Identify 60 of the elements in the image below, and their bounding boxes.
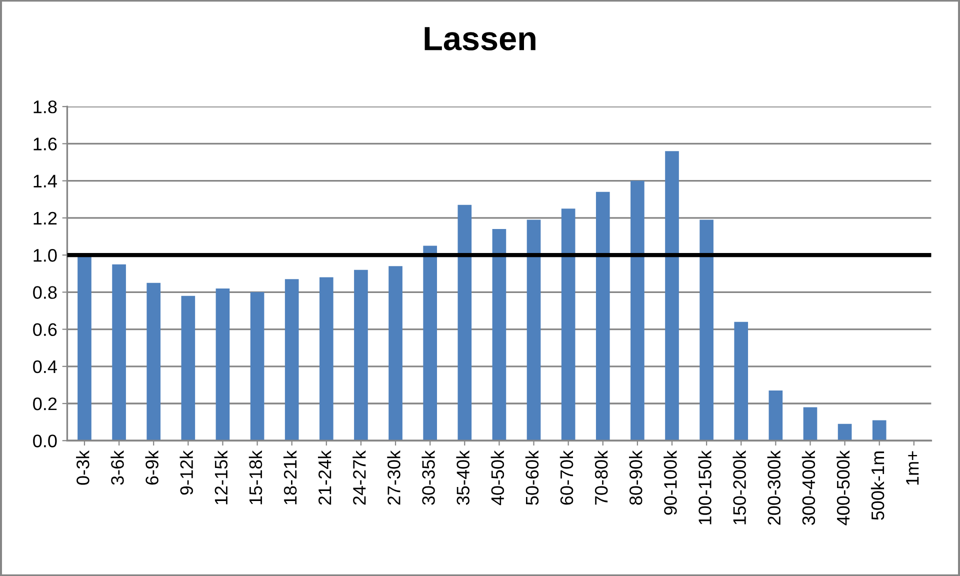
x-tick-label: 40-50k <box>490 450 504 506</box>
bar <box>423 246 437 441</box>
x-tick-label: 50-60k <box>525 450 539 505</box>
x-tick-label: 500k-1m <box>870 452 884 520</box>
x-tick-label: 90-100k <box>664 450 677 515</box>
bar <box>388 266 402 441</box>
bar <box>216 288 230 441</box>
bar <box>768 390 783 441</box>
x-tick-label: 27-30k <box>387 450 400 505</box>
x-tick-label: 12-15k <box>214 450 228 504</box>
bar <box>250 292 264 441</box>
x-tick-label: 400-500k <box>836 450 850 526</box>
bar <box>492 229 506 441</box>
bar <box>630 180 644 441</box>
y-tick-label: 0.6 <box>33 323 57 336</box>
bar <box>526 220 541 441</box>
bar <box>112 264 126 441</box>
bar <box>700 220 714 441</box>
x-tick-label: 0-3k <box>76 450 90 485</box>
x-tick-label: 9-12k <box>180 450 194 495</box>
chart-title: Lassen <box>424 27 536 50</box>
x-tick-label: 60-70k <box>560 450 574 505</box>
y-tick-label: 0.2 <box>33 397 57 410</box>
x-tick-label: 24-27k <box>352 450 366 505</box>
bar <box>561 208 576 441</box>
y-tick-label: 0.4 <box>33 360 57 374</box>
bar <box>596 192 610 441</box>
x-tick-label: 80-90k <box>629 450 642 505</box>
bar <box>458 204 472 441</box>
bar <box>146 282 161 441</box>
bar <box>319 277 334 441</box>
x-tick-label: 200-300k <box>767 450 781 525</box>
bar <box>665 151 679 441</box>
y-tick-label: 1.2 <box>34 212 57 224</box>
x-tick-label: 100-150k <box>698 450 712 524</box>
bar <box>803 407 818 441</box>
y-tick-label: 1.6 <box>34 138 57 150</box>
bar <box>78 256 92 441</box>
x-tick-label: 18-21k <box>283 450 297 504</box>
y-tick-label: 1.4 <box>34 174 57 188</box>
x-tick-label: 300-400k <box>802 450 816 525</box>
x-tick-label: 150-200k <box>732 450 746 524</box>
bar <box>284 279 299 441</box>
y-tick-label: 0.0 <box>33 434 57 448</box>
x-tick-label: 21-24k <box>318 450 332 505</box>
y-tick-label: 1.0 <box>34 248 57 262</box>
x-tick-label: 30-35k <box>422 450 435 505</box>
x-tick-label: 35-40k <box>456 450 470 505</box>
x-tick-label: 70-80k <box>594 450 608 505</box>
bar <box>181 296 196 441</box>
bar <box>872 420 886 441</box>
x-tick-label: 6-9k <box>145 450 158 485</box>
y-tick-label: 0.8 <box>33 286 57 299</box>
x-tick-label: 3-6k <box>110 450 124 485</box>
x-tick-label: 1m+ <box>906 451 919 485</box>
y-tick-label: 1.8 <box>34 100 57 114</box>
bar <box>734 322 748 441</box>
bar <box>354 270 368 441</box>
bar <box>838 424 852 441</box>
x-tick-label: 15-18k <box>248 450 262 504</box>
